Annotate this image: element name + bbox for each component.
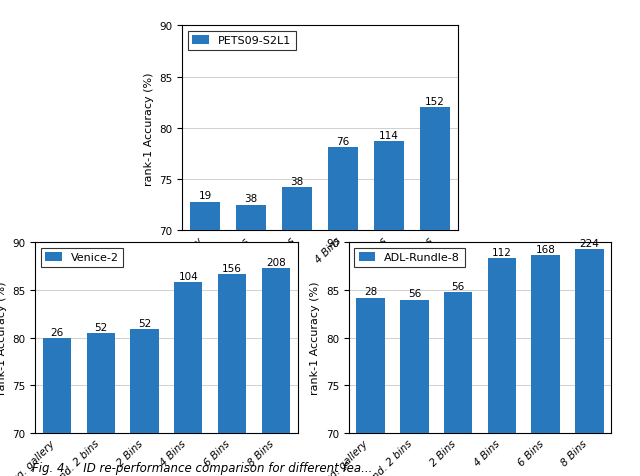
Bar: [191, 202, 220, 476]
Bar: [282, 188, 312, 476]
Y-axis label: rank-1 Accuracy (%): rank-1 Accuracy (%): [310, 281, 320, 395]
Bar: [374, 142, 404, 476]
Text: 168: 168: [536, 244, 556, 254]
Text: 76: 76: [336, 137, 349, 147]
Bar: [43, 338, 71, 476]
Text: 224: 224: [579, 238, 599, 248]
Legend: ADL-Rundle-8: ADL-Rundle-8: [355, 248, 465, 267]
Text: 56: 56: [408, 289, 421, 299]
Text: 38: 38: [291, 177, 304, 187]
Text: 114: 114: [379, 130, 399, 140]
Bar: [236, 205, 266, 476]
Bar: [218, 274, 246, 476]
Bar: [400, 300, 429, 476]
Bar: [488, 259, 516, 476]
Text: 28: 28: [364, 287, 378, 297]
Legend: Venice-2: Venice-2: [41, 248, 123, 267]
Bar: [420, 108, 449, 476]
Y-axis label: rank-1 Accuracy (%): rank-1 Accuracy (%): [0, 281, 6, 395]
Bar: [86, 333, 115, 476]
Bar: [531, 255, 560, 476]
Legend: PETS09-S2L1: PETS09-S2L1: [188, 32, 296, 50]
Text: 56: 56: [451, 281, 465, 291]
Text: 152: 152: [425, 97, 445, 107]
Y-axis label: rank-1 Accuracy (%): rank-1 Accuracy (%): [144, 72, 154, 185]
Text: 38: 38: [244, 194, 258, 204]
Text: 26: 26: [51, 327, 64, 337]
Bar: [131, 329, 159, 476]
Text: 19: 19: [198, 191, 212, 201]
Bar: [262, 268, 290, 476]
Bar: [575, 249, 604, 476]
Text: 52: 52: [94, 322, 108, 332]
Text: 208: 208: [266, 258, 285, 268]
Text: 112: 112: [492, 248, 512, 258]
Text: 156: 156: [222, 263, 242, 273]
Text: 52: 52: [138, 318, 151, 328]
Bar: [328, 148, 358, 476]
Bar: [174, 283, 202, 476]
Bar: [356, 298, 385, 476]
Text: Fig. 4.    ID re-performance comparison for different fea...: Fig. 4. ID re-performance comparison for…: [32, 461, 372, 474]
Bar: [444, 292, 472, 476]
Text: 104: 104: [179, 272, 198, 282]
